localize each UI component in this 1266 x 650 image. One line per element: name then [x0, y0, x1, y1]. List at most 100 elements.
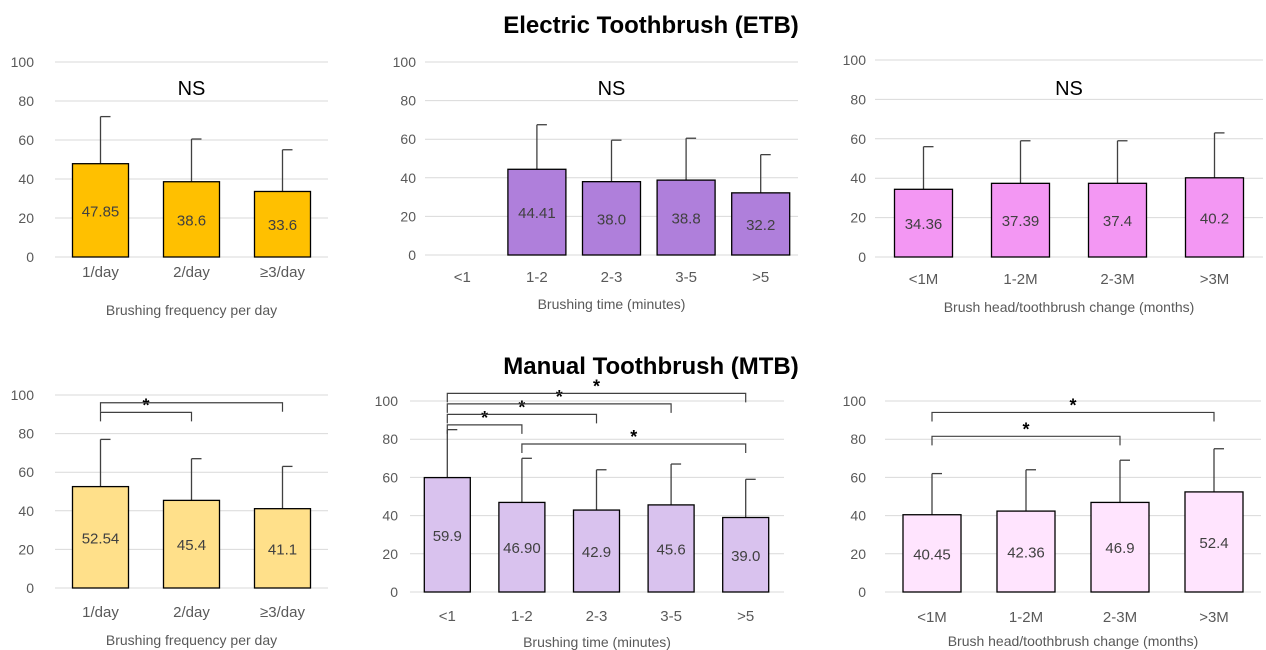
bar [647, 504, 695, 593]
data-label: 45.4 [177, 537, 206, 554]
data-label: 45.6 [656, 541, 685, 558]
x-tick-label: 1-2 [511, 608, 533, 625]
y-tick-label: 100 [11, 54, 35, 70]
y-tick-label: 0 [26, 580, 34, 596]
data-label: 40.2 [1200, 210, 1229, 227]
data-label: 34.36 [905, 216, 943, 233]
data-label: 39.0 [731, 548, 760, 565]
data-label: 52.4 [1199, 535, 1228, 552]
x-tick-label: 2-3M [1100, 271, 1134, 288]
x-tick-label: 1/day [82, 264, 119, 281]
bar [572, 509, 621, 593]
data-label: 40.45 [913, 546, 951, 563]
bar [1087, 182, 1148, 258]
significance-star: * [630, 427, 637, 447]
data-label: 32.2 [746, 217, 775, 234]
x-axis-label: Brushing time (minutes) [523, 634, 671, 650]
bar [1090, 501, 1150, 593]
y-tick-label: 20 [850, 210, 866, 226]
x-axis-label: Brush head/toothbrush change (months) [948, 633, 1199, 649]
bar [498, 501, 546, 593]
significance-star: * [1069, 395, 1076, 415]
data-label: 37.4 [1103, 213, 1132, 230]
y-tick-label: 40 [850, 508, 866, 524]
significance-star: * [518, 397, 525, 417]
bar [1184, 491, 1244, 593]
data-label: 42.9 [582, 544, 611, 561]
x-axis-label: Brush head/toothbrush change (months) [944, 299, 1195, 315]
y-tick-label: 60 [400, 131, 416, 147]
y-tick-label: 60 [850, 469, 866, 485]
y-tick-label: 80 [18, 426, 34, 442]
y-tick-label: 80 [382, 431, 398, 447]
y-tick-label: 100 [393, 54, 417, 70]
data-label: 44.41 [518, 205, 556, 222]
x-tick-label: 3-5 [660, 608, 682, 625]
x-tick-label: 2-3M [1103, 609, 1137, 626]
significance-star: * [142, 395, 149, 415]
bar [1184, 177, 1245, 258]
x-tick-label: 3-5 [675, 269, 697, 286]
x-axis-label: Brushing frequency per day [106, 302, 277, 318]
y-tick-label: 0 [408, 247, 416, 263]
y-tick-label: 80 [850, 91, 866, 107]
y-tick-label: 100 [11, 387, 35, 403]
significance-bracket [446, 424, 523, 434]
y-tick-label: 0 [26, 249, 34, 265]
data-label: 38.0 [597, 211, 626, 228]
y-tick-label: 40 [382, 508, 398, 524]
bar [902, 514, 962, 593]
x-axis-label: Brushing time (minutes) [538, 296, 686, 312]
y-tick-label: 20 [18, 541, 34, 557]
x-tick-label: ≥3/day [260, 264, 305, 281]
y-tick-label: 80 [850, 431, 866, 447]
bar [990, 182, 1051, 258]
y-tick-label: 20 [850, 546, 866, 562]
significance-bracket [99, 411, 193, 422]
mtb-section-title: Manual Toothbrush (MTB) [503, 353, 799, 380]
y-tick-label: 100 [375, 393, 399, 409]
x-tick-label: 1-2M [1009, 609, 1043, 626]
y-tick-label: 0 [858, 584, 866, 600]
x-tick-label: 1-2M [1003, 271, 1037, 288]
x-tick-label: 1-2 [526, 269, 548, 286]
significance-annotation: NS [598, 78, 626, 100]
significance-bracket [99, 402, 284, 412]
x-tick-label: 2/day [173, 604, 210, 621]
data-label: 52.54 [82, 530, 120, 547]
x-tick-label: 2-3 [601, 269, 623, 286]
bar [722, 516, 770, 593]
data-label: 38.8 [671, 211, 700, 228]
significance-bracket [521, 443, 747, 453]
y-tick-label: 0 [390, 584, 398, 600]
x-axis-label: Brushing frequency per day [106, 632, 277, 648]
y-tick-label: 0 [858, 249, 866, 265]
etb-section-title: Electric Toothbrush (ETB) [503, 12, 799, 39]
data-label: 37.39 [1002, 213, 1040, 230]
etb-frequency-chart: 0 20 40 60 80 100 47.85 1/day 38.6 2/day 33.6 ≥3/da… [11, 54, 328, 318]
y-tick-label: 20 [400, 208, 416, 224]
etb-change-chart: 0 20 40 60 80 100 34.36 <1M 37.39 1-2M 37.4 2-3M 40.… [843, 52, 1263, 315]
x-tick-label: >5 [752, 269, 769, 286]
significance-bracket [931, 411, 1215, 422]
x-tick-label: >3M [1199, 609, 1229, 626]
bar [996, 510, 1056, 593]
bar [162, 499, 221, 589]
data-label: 33.6 [268, 217, 297, 234]
significance-annotation: NS [178, 78, 206, 100]
significance-bracket [446, 413, 598, 424]
bar [71, 485, 130, 589]
x-tick-label: <1 [454, 269, 471, 286]
y-tick-label: 60 [850, 131, 866, 147]
data-label: 46.9 [1105, 540, 1134, 557]
y-tick-label: 100 [843, 52, 867, 68]
significance-annotation: NS [1055, 78, 1083, 100]
x-tick-label: <1M [917, 609, 947, 626]
significance-star: * [481, 408, 488, 428]
y-tick-label: 20 [382, 546, 398, 562]
y-tick-label: 40 [18, 171, 34, 187]
y-tick-label: 80 [18, 93, 34, 109]
y-tick-label: 20 [18, 210, 34, 226]
significance-star: * [593, 376, 600, 396]
significance-bracket [931, 435, 1121, 446]
